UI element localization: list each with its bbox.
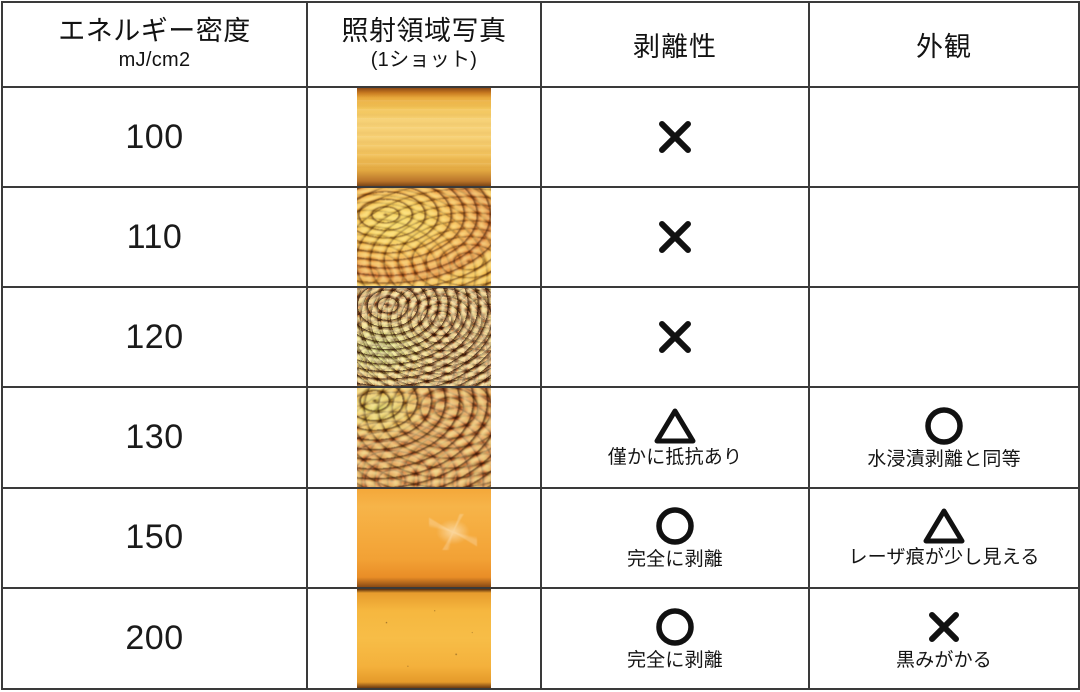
table-row: 130 僅かに抵抗あり: [1, 386, 1080, 489]
triangle-symbol: [652, 406, 698, 446]
cell-appearance: [808, 85, 1080, 189]
cross-symbol: [653, 315, 697, 359]
table-row: 200 完全に剥離: [1, 586, 1080, 691]
column-header-energy-density: エネルギー密度 mJ/cm2: [1, 1, 308, 88]
cell-energy-density: 110: [1, 186, 308, 289]
peelability-note: 完全に剥離: [626, 649, 723, 671]
photo-interference-rings: [357, 288, 491, 387]
cell-energy-density: 130: [1, 386, 308, 489]
photo-specks: [357, 588, 491, 688]
irradiation-photo-100: [357, 88, 491, 187]
triangle-symbol: [921, 506, 967, 546]
table-row: 100: [1, 85, 1080, 189]
cell-appearance: レーザ痕が少し見える: [808, 486, 1080, 589]
appearance-note: 黒みがかる: [895, 649, 992, 671]
irradiation-photo-120: [357, 288, 491, 387]
photo-interference-rings: [357, 188, 491, 287]
cell-energy-density: 100: [1, 85, 308, 189]
cell-energy-density: 150: [1, 486, 308, 589]
energy-density-value: 130: [125, 418, 184, 457]
appearance-empty: [810, 188, 1078, 286]
cell-appearance: [808, 286, 1080, 389]
column-header-photo: 照射領域写真 (1ショット): [306, 1, 542, 88]
circle-symbol: [653, 605, 697, 649]
cross-symbol: [653, 115, 697, 159]
irradiation-photo-150: [357, 488, 491, 587]
table-row: 110: [1, 186, 1080, 289]
photo-streaks: [357, 99, 491, 169]
irradiation-photo-130: [357, 388, 491, 487]
cell-irradiation-photo: [306, 286, 542, 389]
column-header-photo-title: 照射領域写真: [341, 16, 507, 47]
cell-peelability: [540, 286, 810, 389]
peelability-note: 僅かに抵抗あり: [607, 447, 743, 469]
table-row: 150 完全に剥離: [1, 486, 1080, 589]
cell-irradiation-photo: [306, 186, 542, 289]
cell-irradiation-photo: [306, 486, 542, 589]
cell-peelability: 完全に剥離: [540, 586, 810, 691]
cell-irradiation-photo: [306, 85, 542, 189]
peelability-note: 完全に剥離: [626, 549, 723, 571]
cell-appearance: 黒みがかる: [808, 586, 1080, 691]
cell-appearance: [808, 186, 1080, 289]
column-header-appearance-title: 外観: [916, 32, 972, 62]
column-header-peelability-title: 剥離性: [633, 32, 717, 62]
irradiation-photo-200: [357, 588, 491, 688]
photo-interference-rings: [357, 388, 491, 487]
appearance-note: レーザ痕が少し見える: [848, 547, 1040, 569]
cell-appearance: 水浸漬剥離と同等: [808, 386, 1080, 489]
column-header-energy-density-title: エネルギー密度: [58, 16, 251, 47]
cell-irradiation-photo: [306, 386, 542, 489]
table-row: 120: [1, 286, 1080, 389]
energy-density-value: 200: [125, 618, 184, 657]
cell-irradiation-photo: [306, 586, 542, 691]
column-header-appearance: 外観: [808, 1, 1080, 88]
cell-energy-density: 200: [1, 586, 308, 691]
cross-symbol: [922, 605, 966, 649]
energy-density-value: 150: [125, 518, 184, 557]
circle-symbol: [922, 404, 966, 448]
cross-symbol: [653, 215, 697, 259]
irradiation-photo-110: [357, 188, 491, 287]
cell-peelability: [540, 85, 810, 189]
appearance-empty: [810, 88, 1078, 186]
circle-symbol: [653, 504, 697, 548]
cell-energy-density: 120: [1, 286, 308, 389]
energy-density-value: 100: [125, 117, 184, 156]
table-body: 100: [1, 85, 1080, 691]
energy-density-value: 120: [125, 317, 184, 356]
column-header-photo-subtitle: (1ショット): [370, 48, 478, 71]
cell-peelability: [540, 186, 810, 289]
column-header-peelability: 剥離性: [540, 1, 810, 88]
cell-peelability: 僅かに抵抗あり: [540, 386, 810, 489]
photo-laser-mark: [429, 514, 477, 551]
column-header-energy-density-unit: mJ/cm2: [118, 48, 191, 71]
energy-density-value: 110: [126, 217, 183, 256]
appearance-note: 水浸漬剥離と同等: [867, 449, 1021, 471]
header-row: エネルギー密度 mJ/cm2 照射領域写真 (1ショット) 剥離性 外観: [1, 1, 1080, 88]
cell-peelability: 完全に剥離: [540, 486, 810, 589]
photo-surface: [357, 88, 491, 187]
appearance-empty: [810, 288, 1078, 386]
table-header: エネルギー密度 mJ/cm2 照射領域写真 (1ショット) 剥離性 外観: [1, 1, 1080, 88]
